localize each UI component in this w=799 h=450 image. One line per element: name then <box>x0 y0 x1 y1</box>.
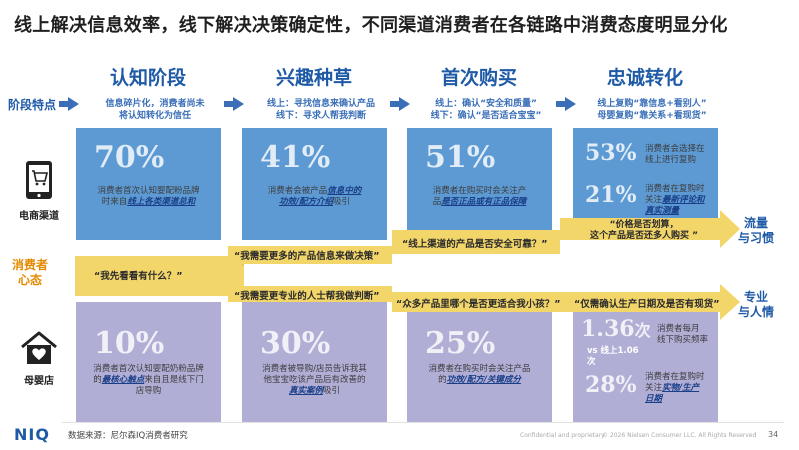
quote-browse: “我先看看有什么？” <box>94 271 183 282</box>
stage-feature-label: 阶段特点 <box>8 98 57 112</box>
ecommerce-awareness-value: 70% <box>94 140 165 175</box>
ecommerce-interest-text: 消费者会被产品信息中的 功效/配方介绍吸引 <box>267 186 362 207</box>
copyright-note: © 2026 Nielsen Consumer LLC. All Rights … <box>602 432 757 439</box>
maternal-loyalty-value-a: 1.36次 <box>581 316 651 342</box>
mindset-band-upper-2 <box>392 230 560 254</box>
slide-title: 线上解决信息效率，线下解决决策确定性，不同渠道消费者在各链路中消费态度明显分化 <box>14 15 728 36</box>
stage-title-loyalty: 忠诚转化 <box>606 67 683 89</box>
phone-cart-icon <box>26 161 52 199</box>
stage-feature-interest: 线上：寻找信息来确认产品 线下：寻求人帮我判断 <box>266 99 375 121</box>
maternal-interest-value: 30% <box>260 326 331 361</box>
ecommerce-first-purchase-value: 51% <box>425 140 496 175</box>
ecommerce-interest-value: 41% <box>260 140 331 175</box>
quote-suitable-child: “众多产品里哪个是否更适合我小孩？” <box>396 299 561 310</box>
arrow-right-icon <box>390 97 410 111</box>
ecommerce-first-purchase-card: 51% 消费者在购买时会关注产 品是否正品或有正品保障 <box>407 128 552 240</box>
ecommerce-loyalty-text-a: 消费者会选择在 线上进行复购 <box>645 144 705 165</box>
stage-feature-loyalty: 线上复购“靠信息+看别人” 母婴复购“靠关系+看现货” <box>597 99 707 121</box>
ecommerce-channel: 电商渠道 <box>8 160 70 222</box>
mindset-band-lower-2 <box>392 292 560 312</box>
maternal-first-purchase-value: 25% <box>425 326 496 361</box>
side-note-traffic: 流量 与习惯 <box>738 216 775 245</box>
stage-title-awareness: 认知阶段 <box>109 67 186 89</box>
maternal-loyalty-text-a: 消费者每月 线下购买频率 <box>657 324 709 345</box>
quote-price-popularity: “价格是否划算， 这个产品是否还多人购买 ” <box>590 220 699 241</box>
maternal-loyalty-card: 1.36次 vs 线上1.06次 消费者每月 线下购买频率 28% 消费者在复购… <box>573 302 718 422</box>
maternal-loyalty-text-b: 消费者在复购时 关注实物/生产 日期 <box>645 372 705 404</box>
maternal-interest-text: 消费者被导购/店员告诉我其 他宝宝吃该产品后有改善的 真实案例吸引 <box>262 364 367 396</box>
ecommerce-loyalty-value-b: 21% <box>585 182 637 208</box>
arrow-right-icon <box>556 97 576 111</box>
ecommerce-label: 电商渠道 <box>19 211 59 222</box>
maternal-awareness-text: 消费者首次认知婴配奶粉品牌 的最核心触点来自且是线下门 店导购 <box>93 364 204 396</box>
consumer-mindset-label: 消费者 心态 <box>12 258 49 287</box>
maternal-store-label: 母婴店 <box>24 376 54 387</box>
ecommerce-interest-card: 41% 消费者会被产品信息中的 功效/配方介绍吸引 <box>242 128 387 240</box>
stage-feature-awareness: 信息碎片化，消费者尚未 将认知转化为信任 <box>105 99 205 121</box>
footer-divider <box>62 422 784 423</box>
mindset-band-base <box>75 256 244 296</box>
maternal-first-purchase-text: 消费者在购买时会关注产品 的功效/配方/关键成分 <box>428 364 531 385</box>
ecommerce-loyalty-text-b: 消费者在复购时 关注最新评论和 真实测量 <box>645 184 705 216</box>
maternal-awareness-card: 10% 消费者首次认知婴配奶粉品牌 的最核心触点来自且是线下门 店导购 <box>76 302 221 422</box>
niq-logo: NIQ <box>14 425 50 444</box>
maternal-store-channel: 母婴店 <box>8 330 70 387</box>
stage-title-first-purchase: 首次购买 <box>440 67 517 89</box>
data-source: 数据来源：尼尔森IQ消费者研究 <box>68 431 188 441</box>
ecommerce-loyalty-value-a: 53% <box>585 140 637 166</box>
maternal-awareness-value: 10% <box>94 326 165 361</box>
ecommerce-awareness-text: 消费者首次认知婴配粉品牌 时来自线上各类渠道总和 <box>97 186 200 207</box>
maternal-loyalty-value-b: 28% <box>585 372 637 398</box>
quote-professional-help: “我需要更专业的人士帮我做判断” <box>234 291 380 302</box>
mindset-band-lower-3 <box>560 292 720 312</box>
stage-title-interest: 兴趣种草 <box>275 67 352 89</box>
confidential-note: Confidential and proprietary <box>520 432 605 439</box>
maternal-first-purchase-card: 25% 消费者在购买时会关注产品 的功效/配方/关键成分 <box>407 302 552 422</box>
side-note-expertise: 专业 与人情 <box>738 290 775 319</box>
arrow-right-icon <box>59 97 79 111</box>
mindset-band-upper-arrow <box>720 210 740 248</box>
house-heart-icon <box>21 331 57 364</box>
mindset-band-lower-arrow <box>720 284 740 320</box>
quote-date-stock: “仅需确认生产日期及是否有现货” <box>574 299 720 310</box>
mindset-band-upper-3 <box>560 218 720 240</box>
stage-feature-first-purchase: 线上：确认“安全和质量” 线下：确认“是否适合宝宝” <box>430 99 542 121</box>
ecommerce-first-purchase-text: 消费者在购买时会关注产 品是否正品或有正品保障 <box>432 186 527 207</box>
maternal-interest-card: 30% 消费者被导购/店员告诉我其 他宝宝吃该产品后有改善的 真实案例吸引 <box>242 302 387 422</box>
quote-online-safe: “线上渠道的产品是否安全可靠？” <box>402 239 548 250</box>
page-number: 34 <box>768 430 779 439</box>
quote-more-info: “我需要更多的产品信息来做决策” <box>234 251 380 262</box>
arrow-right-icon <box>224 97 244 111</box>
ecommerce-awareness-card: 70% 消费者首次认知婴配粉品牌 时来自线上各类渠道总和 <box>76 128 221 240</box>
maternal-loyalty-vs: vs 线上1.06次 <box>587 346 639 367</box>
mindset-band-lower-1 <box>228 286 392 302</box>
